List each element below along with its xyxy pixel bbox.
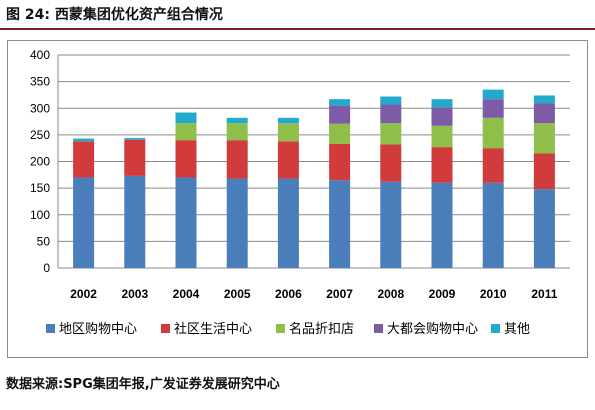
x-tick-label: 2004 bbox=[173, 287, 200, 301]
legend-label: 地区购物中心 bbox=[59, 321, 137, 337]
bar-2008-series-1 bbox=[380, 144, 402, 182]
legend-swatch bbox=[46, 324, 55, 333]
bar-2009-series-0 bbox=[431, 182, 453, 268]
bar-2004-series-0 bbox=[175, 177, 197, 268]
bar-2002-series-1 bbox=[73, 141, 95, 178]
x-tick-label: 2009 bbox=[429, 287, 456, 301]
bar-2006-series-0 bbox=[277, 178, 299, 268]
y-tick-label: 50 bbox=[37, 234, 51, 248]
y-tick-label: 400 bbox=[30, 48, 50, 62]
x-tick-label: 2010 bbox=[480, 287, 507, 301]
bar-2010-series-4 bbox=[482, 89, 504, 100]
y-tick-label: 350 bbox=[30, 75, 50, 89]
bar-2003-series-0 bbox=[124, 175, 146, 268]
bar-2005-series-4 bbox=[226, 117, 248, 124]
y-tick-label: 100 bbox=[30, 208, 50, 222]
bar-2011-series-2 bbox=[533, 123, 555, 154]
bars bbox=[73, 89, 555, 268]
x-axis-ticks: 2002 2003 2004 2005 2006 2007 2008 2009 2010 2011 bbox=[70, 287, 557, 301]
bar-2003-series-1 bbox=[124, 139, 146, 176]
bar-2007-series-2 bbox=[329, 123, 351, 144]
legend-label: 大都会购物中心 bbox=[387, 321, 478, 337]
bar-2011-series-0 bbox=[533, 189, 555, 268]
x-tick-label: 2002 bbox=[70, 287, 97, 301]
bar-2003-series-4 bbox=[124, 138, 146, 140]
bar-2004-series-4 bbox=[175, 112, 197, 124]
bar-2006-series-1 bbox=[277, 141, 299, 179]
bar-2009-series-4 bbox=[431, 99, 453, 108]
bar-2010-series-2 bbox=[482, 117, 504, 149]
bar-2007-series-0 bbox=[329, 180, 351, 268]
y-tick-label: 300 bbox=[30, 101, 50, 115]
x-tick-label: 2007 bbox=[326, 287, 353, 301]
legend: 地区购物中心 社区生活中心 名品折扣店 大都会购物中心 其他 bbox=[46, 321, 530, 337]
bar-2010-series-1 bbox=[482, 148, 504, 183]
y-axis-ticks: 0 50 100 150 200 250 300 350 400 bbox=[30, 48, 50, 275]
y-tick-label: 0 bbox=[43, 261, 50, 275]
bar-2008-series-4 bbox=[380, 96, 402, 105]
legend-label: 其他 bbox=[504, 322, 530, 337]
x-tick-label: 2011 bbox=[531, 287, 557, 301]
y-tick-label: 250 bbox=[30, 128, 50, 142]
legend-label: 名品折扣店 bbox=[289, 321, 354, 337]
bar-2002-series-0 bbox=[73, 177, 95, 268]
bar-2010-series-3 bbox=[482, 99, 504, 118]
bar-2009-series-3 bbox=[431, 107, 453, 126]
bar-2011-series-1 bbox=[533, 153, 555, 190]
bar-2007-series-1 bbox=[329, 143, 351, 181]
y-tick-label: 200 bbox=[30, 155, 50, 169]
legend-swatch bbox=[491, 324, 500, 333]
x-tick-label: 2005 bbox=[224, 287, 251, 301]
legend-swatch bbox=[374, 324, 383, 333]
bar-2004-series-1 bbox=[175, 140, 197, 178]
bar-2005-series-1 bbox=[226, 140, 248, 179]
bar-2010-series-0 bbox=[482, 182, 504, 268]
bar-2005-series-2 bbox=[226, 123, 248, 141]
bar-2006-series-2 bbox=[277, 123, 299, 142]
bar-2006-series-4 bbox=[277, 117, 299, 124]
data-source-note: 数据来源:SPG集团年报,广发证券发展研究中心 bbox=[6, 377, 280, 392]
x-tick-label: 2008 bbox=[377, 287, 404, 301]
bar-2009-series-1 bbox=[431, 147, 453, 183]
x-tick-label: 2003 bbox=[121, 287, 148, 301]
bar-2008-series-0 bbox=[380, 181, 402, 268]
legend-swatch bbox=[161, 324, 170, 333]
bar-2011-series-3 bbox=[533, 103, 555, 124]
bar-2009-series-2 bbox=[431, 125, 453, 148]
bar-2011-series-4 bbox=[533, 95, 555, 104]
bar-2007-series-3 bbox=[329, 105, 351, 124]
figure-title: 图 24: 西蒙集团优化资产组合情况 bbox=[6, 7, 223, 23]
x-tick-label: 2006 bbox=[275, 287, 302, 301]
bar-2008-series-2 bbox=[380, 123, 402, 145]
bar-2007-series-4 bbox=[329, 99, 351, 106]
bar-2005-series-0 bbox=[226, 178, 248, 268]
legend-label: 社区生活中心 bbox=[174, 321, 252, 337]
bar-2008-series-3 bbox=[380, 104, 402, 124]
bar-2004-series-2 bbox=[175, 123, 197, 141]
bar-2002-series-4 bbox=[73, 138, 95, 142]
figure-header: 图 24: 西蒙集团优化资产组合情况 bbox=[0, 0, 595, 30]
y-tick-label: 150 bbox=[30, 181, 50, 195]
legend-swatch bbox=[276, 324, 285, 333]
